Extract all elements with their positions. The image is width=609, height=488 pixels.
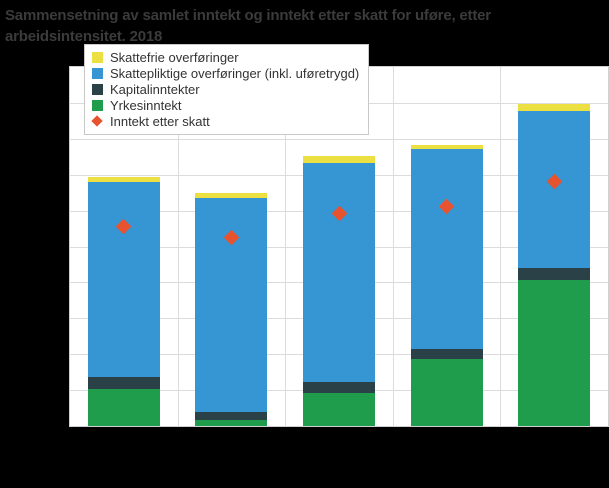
legend-square-icon — [92, 51, 103, 63]
bar-segment — [87, 177, 160, 183]
chart-title: Sammensetning av samlet inntekt og innte… — [5, 5, 491, 47]
bar-segment — [87, 182, 160, 378]
legend-item: Yrkesinntekt — [92, 97, 359, 113]
legend-item: Skattepliktige overføringer (inkl. uføre… — [92, 65, 359, 81]
vertical-gridline — [392, 67, 394, 426]
horizontal-gridline — [70, 138, 608, 140]
legend-item: Inntekt etter skatt — [91, 113, 359, 129]
bar-segment — [303, 162, 375, 382]
bar-segment — [410, 358, 483, 426]
bar-segment — [87, 389, 160, 426]
bar-segment — [518, 110, 591, 268]
legend-label: Skattepliktige overføringer (inkl. uføre… — [110, 65, 360, 81]
legend-square-icon — [92, 67, 103, 79]
bar-segment — [410, 144, 483, 149]
legend-label: Skattefrie overføringer — [110, 49, 239, 65]
vertical-gridline — [177, 67, 179, 426]
bar-segment — [303, 381, 375, 393]
legend-label: Inntekt etter skatt — [110, 113, 210, 129]
legend-label: Kapitalinntekter — [110, 81, 200, 97]
bar-segment — [518, 267, 591, 280]
bar-segment — [303, 155, 375, 163]
bar-segment — [303, 393, 375, 426]
bar-segment — [195, 412, 268, 421]
stacked-bar — [303, 155, 375, 426]
chart-legend: Skattefrie overføringer Skattepliktige ov… — [84, 44, 370, 135]
stacked-bar — [87, 177, 160, 426]
vertical-gridline — [285, 67, 287, 426]
bar-segment — [87, 377, 160, 389]
stacked-bar — [195, 192, 268, 426]
bar-segment — [518, 104, 591, 111]
legend-diamond-icon — [91, 115, 103, 127]
chart-title-line-2: arbeidsintensitet. 2018 — [5, 28, 163, 45]
bar-segment — [195, 420, 268, 426]
chart-title-line-1: Sammensetning av samlet inntekt og innte… — [5, 7, 491, 24]
vertical-gridline — [500, 67, 502, 426]
bar-segment — [195, 192, 268, 199]
legend-item: Kapitalinntekter — [92, 81, 359, 97]
bar-segment — [410, 349, 483, 359]
bar-segment — [410, 148, 483, 350]
plot-area — [69, 66, 609, 427]
legend-item: Skattefrie overføringer — [92, 49, 359, 65]
legend-square-icon — [92, 99, 103, 111]
legend-label: Yrkesinntekt — [110, 97, 182, 113]
stacked-bar — [518, 104, 591, 426]
stacked-bar — [410, 144, 483, 426]
legend-square-icon — [92, 83, 103, 95]
bar-segment — [518, 279, 591, 426]
